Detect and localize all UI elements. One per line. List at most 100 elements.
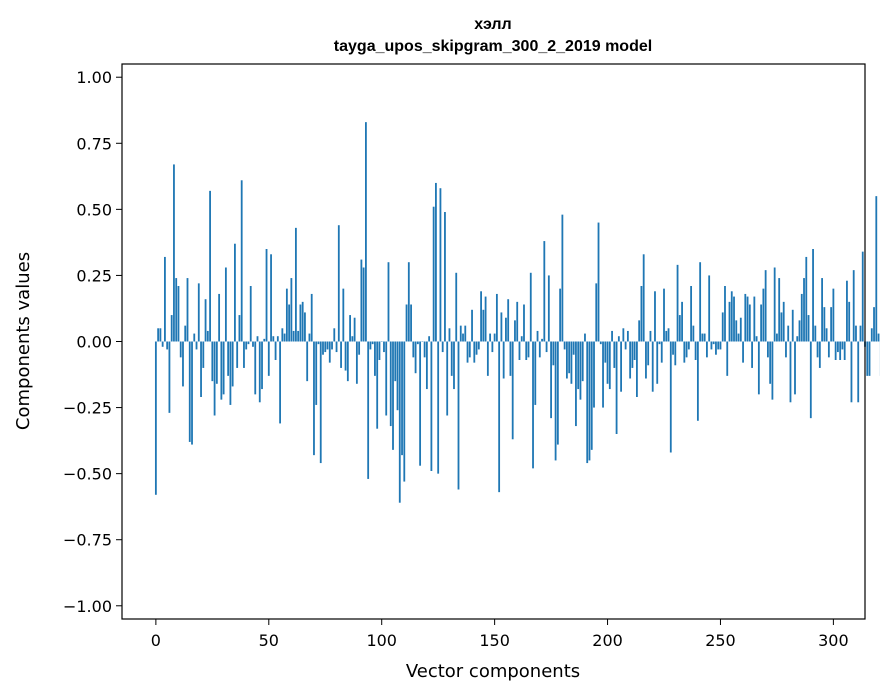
bars [154,122,880,503]
bar [654,291,656,342]
bar [841,341,844,350]
bar [624,341,627,350]
bar [620,341,622,392]
bar [435,182,437,342]
bar [161,341,164,347]
bar [586,341,589,464]
bar [855,325,857,342]
bar [701,333,704,342]
bar [389,341,392,427]
bar [218,293,221,342]
x-tick-label: 100 [366,631,397,650]
bar [229,341,232,405]
bar [696,341,699,421]
bar [753,296,756,342]
bar [629,341,632,379]
bar [787,325,790,342]
bar [509,341,512,376]
bar [645,341,647,379]
bar [597,222,600,342]
bar [789,341,792,403]
bar [265,249,268,342]
bar [778,278,781,342]
bar [565,341,568,379]
bar [371,341,374,345]
bar [877,333,880,342]
bar [378,341,381,360]
bar [360,259,363,342]
bar [827,341,830,358]
bar [430,341,433,471]
bar [660,341,663,363]
bar [556,341,559,445]
bar [294,227,297,342]
bar [326,341,329,350]
bar [222,341,225,395]
bar [776,333,778,342]
bar [419,341,422,466]
bar [748,304,751,342]
bar [328,341,331,363]
bar [568,341,571,374]
bar [816,341,819,358]
bar [633,341,636,360]
bar [746,296,749,342]
x-axis-label: Vector components [406,661,580,682]
bar [188,341,191,442]
bar [676,264,679,342]
bar [340,341,342,368]
chart-subtitle: tayga_upos_skipgram_300_2_2019 model [334,38,652,55]
x-tick-label: 250 [705,631,736,650]
bar [450,341,453,376]
bar [473,341,476,363]
bar [579,341,582,400]
bar [398,341,401,503]
bar [267,341,270,376]
bar [204,299,207,342]
bar [850,341,853,403]
bar [457,341,460,490]
bar [238,315,241,342]
x-tick-label: 200 [592,631,623,650]
bar [168,341,171,413]
bar [608,341,611,390]
bar [493,333,496,342]
bar [674,341,677,366]
bar [807,315,810,342]
y-tick-label: −0.25 [63,399,112,418]
bar [873,307,875,342]
x-axis-ticks: 0 50 100 150 200 250 300 [151,619,849,650]
bar [532,341,534,469]
bar [543,241,546,342]
bar [236,341,239,368]
bar [374,341,376,376]
bar [254,341,257,395]
bar [446,341,449,416]
bar [710,341,713,350]
bar [227,341,230,376]
bar [220,341,223,400]
bar [209,190,211,342]
bar [211,341,214,382]
bar [699,262,702,342]
bar [708,275,711,342]
bar [656,341,659,384]
bar [832,288,835,342]
bar [647,341,650,366]
bar [520,336,523,342]
bar [726,341,729,376]
bar [414,341,417,374]
bar [595,283,598,342]
bar [719,341,722,350]
bar [570,341,573,384]
bar [315,341,318,405]
bar [692,325,695,342]
bar [839,341,842,360]
bar [800,293,803,342]
bar [369,341,372,350]
bar [742,341,744,363]
bar [310,293,313,342]
bar [270,254,272,342]
bar [197,283,200,342]
bar [514,320,516,342]
